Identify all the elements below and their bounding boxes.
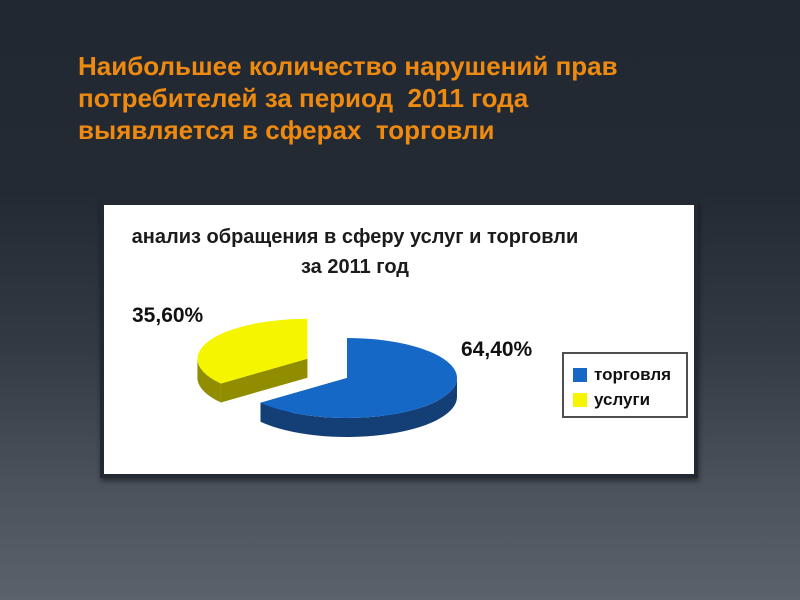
legend-label-torgovlya: торговля bbox=[594, 365, 672, 384]
pie-slice-path bbox=[260, 338, 458, 418]
pie-slice-path bbox=[197, 318, 308, 384]
slide-title-line: Наибольшее количество нарушений прав bbox=[78, 51, 618, 81]
legend-label-uslugi: услуги bbox=[594, 390, 651, 409]
pie-slice-path bbox=[197, 358, 221, 403]
legend-item-uslugi: услуги bbox=[573, 387, 686, 412]
pie-slice-path bbox=[260, 378, 457, 437]
pie-percentage-label-torgovlya: 64,40% bbox=[461, 338, 533, 361]
pie-slice-path bbox=[220, 358, 308, 403]
legend-swatch-uslugi bbox=[573, 392, 587, 407]
chart-title: анализ обращения в сферу услуг и торговл… bbox=[104, 222, 606, 282]
slide-title-line: потребителей за период 2011 года bbox=[78, 83, 529, 113]
chart-title-line: за 2011 год bbox=[300, 256, 410, 278]
pie-3d-chart bbox=[197, 318, 458, 437]
chart-panel: анализ обращения в сферу услуг и торговл… bbox=[100, 201, 698, 478]
legend-swatch-torgovlya bbox=[573, 367, 587, 382]
legend-item-torgovlya: торговля bbox=[573, 362, 686, 387]
chart-legend: торговля услуги bbox=[562, 352, 688, 418]
slide-title-line: выявляется в сферах торговли bbox=[78, 115, 495, 145]
pie-percentage-label-uslugi: 35,60% bbox=[132, 304, 204, 327]
slide-title: Наибольшее количество нарушений прав пот… bbox=[78, 50, 618, 146]
chart-title-line: анализ обращения в сферу услуг и торговл… bbox=[131, 226, 579, 248]
